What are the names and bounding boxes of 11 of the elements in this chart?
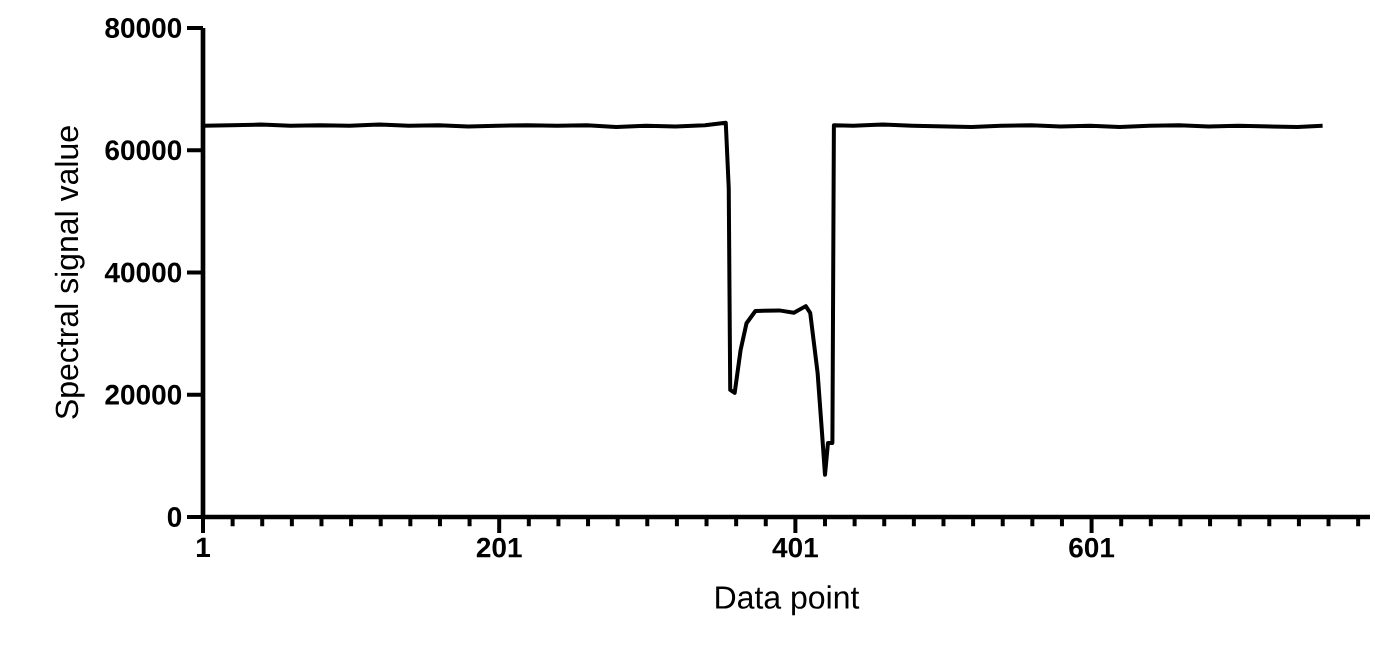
x-tick-label: 1 <box>196 537 210 557</box>
y-tick-label: 60000 <box>105 140 182 161</box>
x-axis-title: Data point <box>716 585 860 616</box>
x-tick-label: 401 <box>772 537 818 558</box>
x-tick-label: 601 <box>1069 537 1115 558</box>
y-axis-title: Spectral signal value <box>54 126 85 419</box>
y-tick-label: 20000 <box>105 384 182 405</box>
y-tick-label: 0 <box>167 507 182 527</box>
y-tick-label: 40000 <box>104 262 182 283</box>
x-tick-label: 201 <box>476 537 522 558</box>
y-tick-label: 80000 <box>105 18 182 38</box>
